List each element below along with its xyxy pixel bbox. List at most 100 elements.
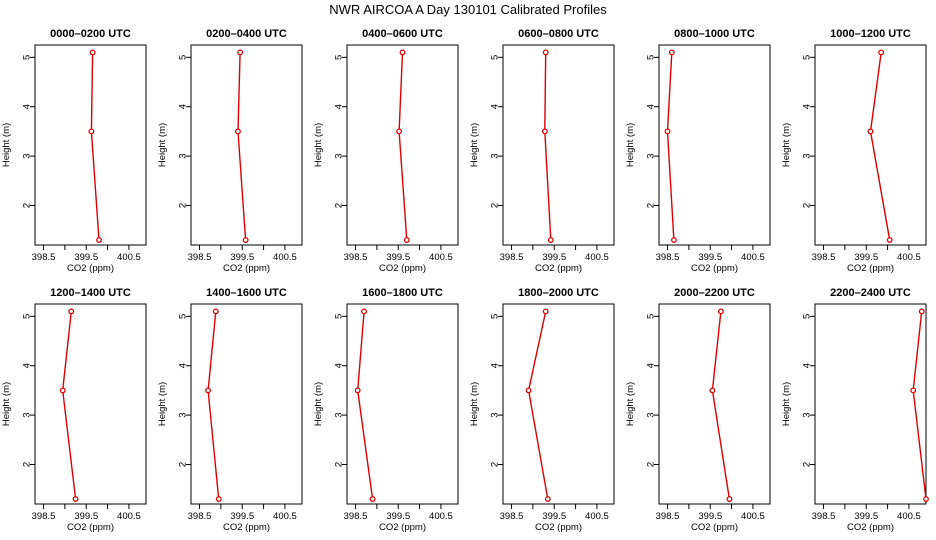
y-tick-label: 2 [801, 203, 812, 208]
y-tick-label: 4 [645, 104, 656, 109]
y-tick-label: 2 [333, 203, 344, 208]
plot-frame [346, 303, 459, 505]
panel-title: 0000–0200 UTC [50, 28, 131, 40]
panel-1: 0000–0200 UTC 398.5 399.5 400.5 2 3 4 5 CO2 (ppm… [1, 28, 147, 274]
y-tick-label: 3 [645, 412, 656, 417]
x-tick-label: 398.5 [656, 252, 680, 263]
y-tick-label: 2 [177, 462, 188, 467]
profile-line [711, 311, 731, 500]
profile-line [398, 52, 408, 241]
plot-frame [190, 44, 303, 246]
data-point [541, 128, 548, 135]
x-tick-label: 399.5 [74, 511, 98, 522]
panel-grid: 0000–0200 UTC 398.5 399.5 400.5 2 3 4 5 CO2 (ppm… [1, 28, 929, 533]
y-axis-label: Height (m) [625, 382, 636, 426]
y-tick-label: 3 [489, 412, 500, 417]
panel-2: 0200–0400 UTC 398.5 399.5 400.5 2 3 4 5 CO2 (ppm… [157, 28, 303, 274]
y-tick-label: 5 [333, 314, 344, 319]
profile-line [90, 52, 100, 241]
profile-line [666, 52, 675, 241]
data-point [215, 496, 222, 503]
y-tick-label: 5 [645, 55, 656, 60]
panel-title: 1600–1800 UTC [362, 287, 443, 299]
y-tick-label: 5 [801, 55, 812, 60]
y-axis-label: Height (m) [625, 123, 636, 167]
x-tick-label: 399.5 [74, 252, 98, 263]
y-axis-label: Height (m) [469, 123, 480, 167]
data-point [59, 387, 66, 394]
x-axis-label: CO2 (ppm) [67, 522, 114, 533]
y-tick-label: 5 [177, 55, 188, 60]
y-tick-label: 3 [489, 153, 500, 158]
x-axis-label: CO2 (ppm) [691, 522, 738, 533]
x-tick-label: 399.5 [230, 511, 254, 522]
x-tick-label: 398.5 [32, 252, 56, 263]
y-tick-label: 4 [489, 104, 500, 109]
data-point [403, 237, 410, 244]
x-tick-label: 398.5 [500, 511, 524, 522]
data-point [867, 128, 874, 135]
profile-line [237, 52, 247, 241]
x-tick-label: 399.5 [854, 252, 878, 263]
panel-title: 1400–1600 UTC [206, 287, 287, 299]
data-point [664, 128, 671, 135]
x-tick-label: 400.5 [429, 511, 453, 522]
y-tick-label: 3 [21, 412, 32, 417]
y-axis-label: Height (m) [469, 382, 480, 426]
x-tick-label: 399.5 [698, 511, 722, 522]
y-tick-label: 5 [801, 314, 812, 319]
y-tick-label: 3 [645, 153, 656, 158]
y-tick-label: 4 [489, 363, 500, 368]
profile-line [869, 52, 891, 241]
x-tick-label: 400.5 [741, 252, 765, 263]
y-tick-label: 4 [177, 363, 188, 368]
data-point [96, 237, 102, 244]
y-tick-label: 4 [801, 104, 812, 109]
x-axis-label: CO2 (ppm) [379, 522, 426, 533]
data-point [910, 387, 917, 394]
data-point [525, 387, 532, 394]
data-point [88, 128, 95, 135]
x-axis-label: CO2 (ppm) [67, 263, 114, 274]
x-tick-label: 399.5 [542, 511, 566, 522]
plot-frame [34, 44, 147, 246]
x-tick-label: 398.5 [812, 511, 836, 522]
x-tick-label: 400.5 [117, 511, 141, 522]
y-axis-label: Height (m) [313, 382, 324, 426]
x-tick-label: 400.5 [741, 511, 765, 522]
y-tick-label: 5 [177, 314, 188, 319]
y-tick-label: 4 [21, 363, 32, 368]
panel-title: 1000–1200 UTC [830, 28, 911, 40]
data-point [212, 308, 219, 315]
data-point [547, 237, 554, 244]
x-tick-label: 399.5 [854, 511, 878, 522]
data-point [369, 496, 376, 503]
y-tick-label: 4 [333, 104, 344, 109]
x-axis-label: CO2 (ppm) [535, 522, 582, 533]
panel-9: 1600–1800 UTC 398.5 399.5 400.5 2 3 4 5 CO2 (ppm… [313, 287, 459, 533]
y-axis-label: Height (m) [313, 123, 324, 167]
panel-title: 1800–2000 UTC [518, 287, 599, 299]
plot-frame [658, 44, 771, 246]
x-tick-label: 399.5 [386, 252, 410, 263]
y-axis-label: Height (m) [781, 123, 792, 167]
data-point [878, 49, 885, 56]
x-tick-label: 400.5 [273, 252, 297, 263]
plot-frame [34, 303, 147, 505]
x-tick-label: 399.5 [542, 252, 566, 263]
x-tick-label: 400.5 [585, 252, 609, 263]
y-tick-label: 3 [177, 153, 188, 158]
x-axis-label: CO2 (ppm) [223, 263, 270, 274]
data-point [399, 49, 406, 56]
panel-12: 2200–2400 UTC 398.5 399.5 400.5 2 3 4 5 CO2 (ppm… [781, 287, 929, 533]
y-tick-label: 2 [645, 203, 656, 208]
data-point [923, 496, 929, 503]
plot-frame [502, 44, 615, 246]
x-tick-label: 400.5 [117, 252, 141, 263]
y-tick-label: 3 [333, 412, 344, 417]
x-tick-label: 398.5 [500, 252, 524, 263]
y-tick-label: 5 [489, 55, 500, 60]
profile-line [912, 311, 927, 500]
data-point [68, 308, 75, 315]
figure-title: NWR AIRCOA A Day 130101 Calibrated Profi… [329, 2, 607, 17]
